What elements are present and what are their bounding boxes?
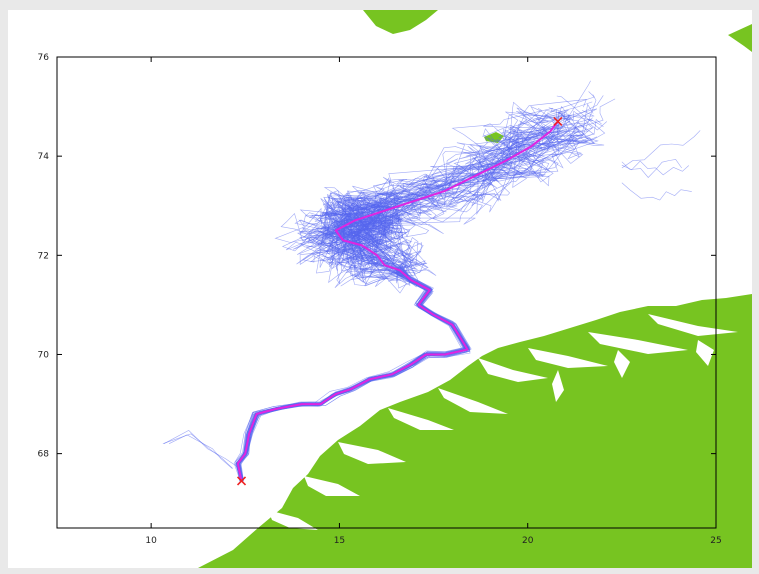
- landmass-corner: [728, 24, 752, 52]
- y-tick-label: 70: [38, 350, 50, 360]
- mean-track-layer: [236, 120, 559, 482]
- ensemble-tail-tracks: [162, 130, 701, 469]
- land-layer: [198, 10, 752, 568]
- y-tick-label: 68: [38, 450, 50, 460]
- x-tick-label: 20: [522, 536, 534, 546]
- landmass-top: [363, 10, 438, 34]
- start-marker: [236, 476, 247, 486]
- ensemble-tail-track: [621, 160, 690, 176]
- trajectory-map: 10 15 20 25 68 70 72 74 76: [38, 10, 752, 568]
- ensemble-tail-track: [621, 159, 682, 178]
- axis-ticks: 10 15 20 25 68 70 72 74 76: [38, 53, 722, 546]
- x-tick-label: 25: [710, 536, 721, 546]
- y-tick-label: 74: [38, 152, 50, 162]
- y-tick-label: 72: [38, 251, 49, 261]
- end-marker: [553, 116, 563, 127]
- mean-track: [236, 120, 559, 482]
- ensemble-tail-track: [162, 433, 234, 469]
- ensemble-tail-track: [621, 130, 701, 169]
- endpoint-markers: [236, 116, 563, 486]
- x-tick-label: 15: [334, 536, 345, 546]
- y-tick-label: 76: [38, 53, 50, 63]
- map-figure: 10 15 20 25 68 70 72 74 76: [8, 10, 752, 568]
- ensemble-tail-track: [621, 182, 692, 201]
- plot-frame: [56, 56, 717, 529]
- ensemble-track: [238, 113, 599, 481]
- x-tick-label: 10: [145, 536, 157, 546]
- ensemble-tail-track: [163, 430, 241, 469]
- landmass-mainland: [198, 294, 752, 568]
- ensemble-tail-track: [168, 434, 233, 469]
